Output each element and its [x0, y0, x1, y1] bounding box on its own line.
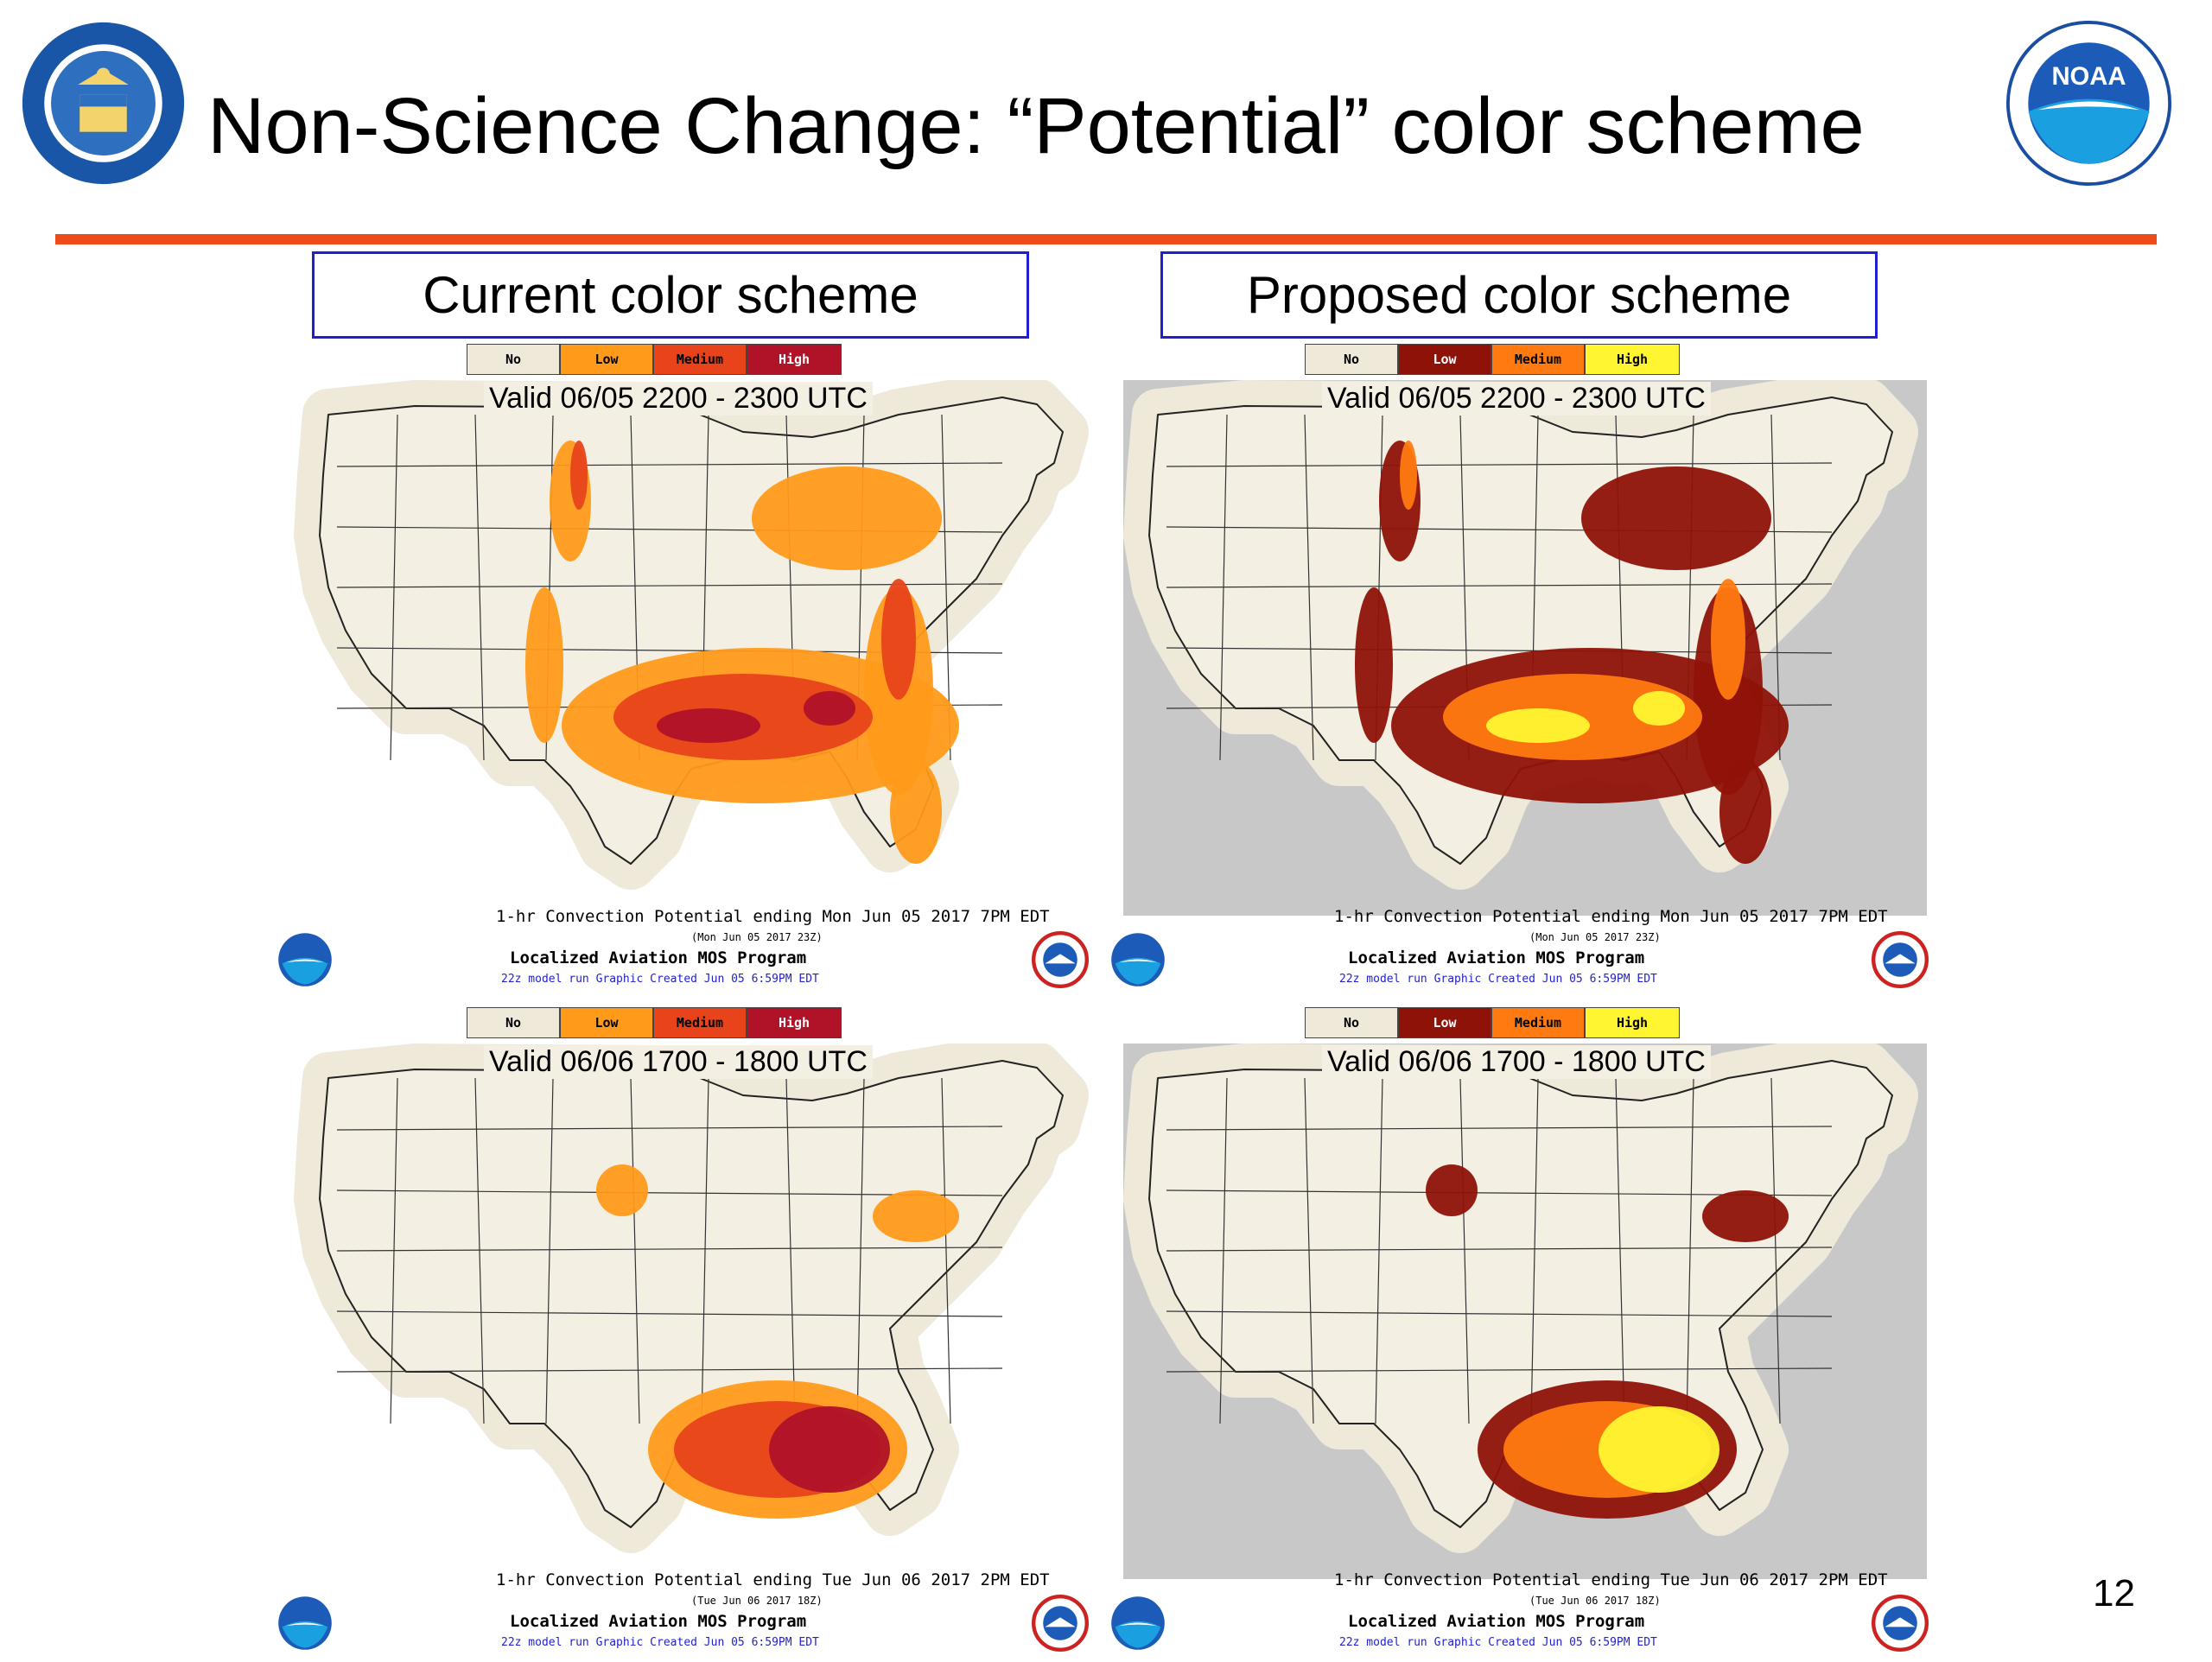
legend-item: Low — [1399, 1008, 1492, 1037]
map-panel-current-top: No Low Medium High Valid 06/05 2200 - 2300 U… — [278, 344, 1123, 999]
map-footer-utc: (Tue Jun 06 2017 18Z) — [1529, 1595, 1661, 1607]
legend-item: No — [1306, 1008, 1399, 1037]
legend-item: High — [1586, 1008, 1679, 1037]
legend-item: Medium — [1492, 1008, 1586, 1037]
map-frame — [294, 1044, 1097, 1579]
map-footer-program: Localized Aviation MOS Program — [1348, 948, 1645, 967]
color-legend: No Low Medium High — [467, 1007, 842, 1038]
nws-mini-icon — [1872, 1595, 1929, 1652]
color-legend: No Low Medium High — [1305, 344, 1680, 375]
nws-mini-icon — [1032, 931, 1089, 988]
map-footer-utc: (Mon Jun 05 2017 23Z) — [1529, 931, 1661, 943]
map-footer-program: Localized Aviation MOS Program — [1348, 1612, 1645, 1631]
conus-map — [294, 1044, 1097, 1579]
legend-item: Low — [561, 1008, 654, 1037]
nws-mini-icon — [1032, 1595, 1089, 1652]
legend-item: Low — [1399, 345, 1492, 374]
color-legend: No Low Medium High — [1305, 1007, 1680, 1038]
map-footer-title: 1-hr Convection Potential ending Tue Jun… — [1334, 1570, 1888, 1589]
legend-item: High — [747, 345, 841, 374]
legend-item: No — [467, 345, 561, 374]
noaa-mini-icon — [278, 933, 332, 986]
map-footer-title: 1-hr Convection Potential ending Tue Jun… — [496, 1570, 1050, 1589]
map-footer-created: 22z model run Graphic Created Jun 05 6:5… — [501, 1636, 819, 1649]
legend-item: No — [1306, 345, 1399, 374]
legend-item: Low — [561, 345, 654, 374]
map-panel-proposed-top: No Low Medium High Valid 06/05 2200 - 2300 U… — [1111, 344, 1961, 999]
legend-item: High — [1586, 345, 1679, 374]
map-footer-title: 1-hr Convection Potential ending Mon Jun… — [1334, 907, 1888, 926]
title-divider — [55, 234, 2157, 244]
map-panel-current-bottom: No Low Medium High Valid 06/06 1700 - 1800 U… — [278, 1007, 1123, 1662]
color-legend: No Low Medium High — [467, 344, 842, 375]
map-frame — [294, 380, 1097, 916]
nws-mini-icon — [1872, 931, 1929, 988]
slide-title: Non-Science Change: “Potential” color sc… — [207, 82, 1865, 170]
legend-item: No — [467, 1008, 561, 1037]
legend-item: Medium — [1492, 345, 1586, 374]
map-frame — [1123, 380, 1927, 916]
valid-time-label: Valid 06/05 2200 - 2300 UTC — [1322, 382, 1711, 416]
caption-proposed: Proposed color scheme — [1160, 251, 1878, 339]
conus-map — [294, 380, 1097, 916]
map-footer-created: 22z model run Graphic Created Jun 05 6:5… — [1339, 973, 1657, 986]
conus-map — [1123, 1044, 1927, 1579]
map-footer-utc: (Mon Jun 05 2017 23Z) — [691, 931, 823, 943]
svg-text:NOAA: NOAA — [2051, 63, 2126, 91]
map-footer-program: Localized Aviation MOS Program — [510, 948, 807, 967]
valid-time-label: Valid 06/06 1700 - 1800 UTC — [484, 1045, 873, 1079]
map-footer-utc: (Tue Jun 06 2017 18Z) — [691, 1595, 823, 1607]
map-footer-program: Localized Aviation MOS Program — [510, 1612, 807, 1631]
map-panel-proposed-bottom: No Low Medium High Valid 06/06 1700 - 1800 U… — [1111, 1007, 1961, 1662]
map-frame — [1123, 1044, 1927, 1579]
map-footer-title: 1-hr Convection Potential ending Mon Jun… — [496, 907, 1050, 926]
legend-item: Medium — [654, 1008, 747, 1037]
map-footer-created: 22z model run Graphic Created Jun 05 6:5… — [1339, 1636, 1657, 1649]
noaa-mini-icon — [1111, 1596, 1165, 1650]
caption-current: Current color scheme — [312, 251, 1029, 339]
commerce-seal-icon — [22, 22, 185, 185]
noaa-logo-icon: NOAA — [2005, 20, 2172, 187]
map-footer-created: 22z model run Graphic Created Jun 05 6:5… — [501, 973, 819, 986]
conus-map — [1123, 380, 1927, 916]
legend-item: High — [747, 1008, 841, 1037]
valid-time-label: Valid 06/05 2200 - 2300 UTC — [484, 382, 873, 416]
slide-number: 12 — [2093, 1572, 2135, 1614]
noaa-mini-icon — [1111, 933, 1165, 986]
valid-time-label: Valid 06/06 1700 - 1800 UTC — [1322, 1045, 1711, 1079]
noaa-mini-icon — [278, 1596, 332, 1650]
legend-item: Medium — [654, 345, 747, 374]
